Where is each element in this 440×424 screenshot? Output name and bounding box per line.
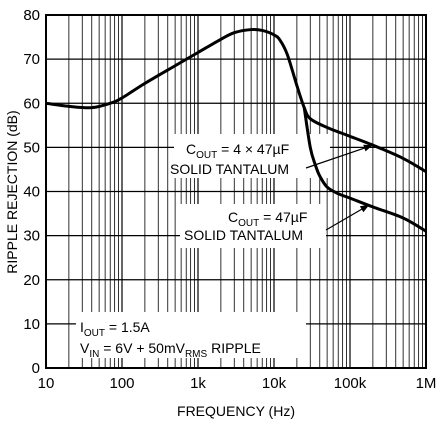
y-tick-label: 40 <box>23 184 40 201</box>
plot-frame <box>45 14 427 369</box>
conditions-iout: IOUT = 1.5A <box>80 319 150 339</box>
y-axis-title: RIPPLE REJECTION (dB) <box>4 110 20 273</box>
y-tick-label: 80 <box>23 7 40 24</box>
y-tick-label: 20 <box>23 272 40 289</box>
y-tick-label: 50 <box>23 139 40 156</box>
x-tick-label: 10k <box>262 375 287 392</box>
series-line-47uF <box>302 107 427 233</box>
series-line-4x47uF <box>45 27 427 173</box>
label-47-line1: COUT = 47µF <box>228 209 307 229</box>
y-tick-label: 30 <box>23 228 40 245</box>
x-axis-title: FREQUENCY (Hz) <box>177 403 295 419</box>
y-tick-label: 70 <box>23 51 40 68</box>
axis-titles: FREQUENCY (Hz) RIPPLE REJECTION (dB) <box>4 110 295 419</box>
x-tick-label: 100k <box>334 375 367 392</box>
grid <box>46 15 426 368</box>
arrow-47-head <box>359 204 370 213</box>
conditions-background <box>76 312 306 358</box>
x-tick-label: 10 <box>38 375 55 392</box>
y-tick-label: 60 <box>23 95 40 112</box>
label-4x47-line1: COUT = 4 × 47µF <box>186 141 289 161</box>
x-tick-label: 1M <box>416 375 437 392</box>
y-tick-label: 0 <box>32 360 40 377</box>
label-47-background <box>180 204 326 248</box>
x-tick-label: 1k <box>190 375 206 392</box>
arrow-4x47-head <box>363 144 373 152</box>
x-tick-label: 100 <box>109 375 134 392</box>
label-4x47-line2: SOLID TANTALUM <box>170 161 289 177</box>
y-tick-label: 10 <box>23 316 40 333</box>
arrow-4x47-line <box>305 144 374 169</box>
conditions-vin: VIN = 6V + 50mVRMS RIPPLE <box>80 340 261 360</box>
label-4x47-background <box>174 134 330 178</box>
series-group <box>45 27 427 233</box>
label-47-line2: SOLID TANTALUM <box>184 227 303 243</box>
